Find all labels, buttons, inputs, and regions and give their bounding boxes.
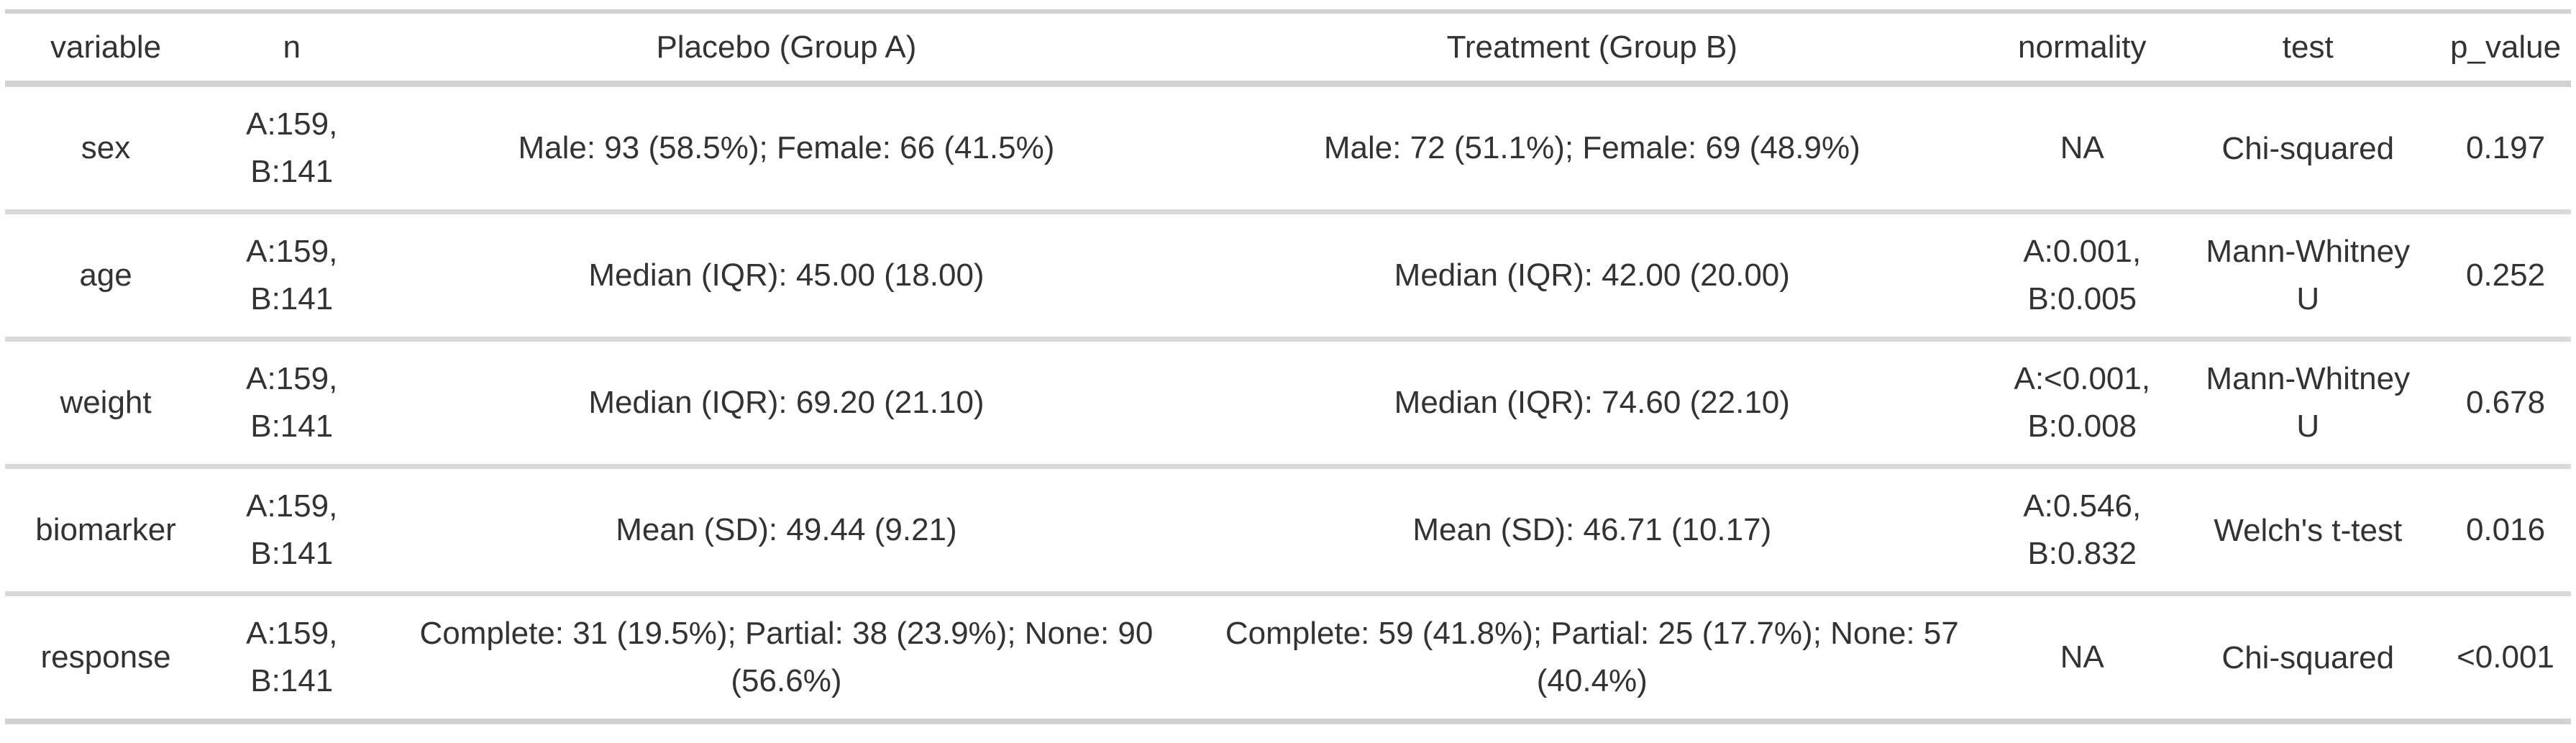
cell-n: A:159, B:141 xyxy=(206,339,378,469)
cell-n: A:159, B:141 xyxy=(206,593,378,724)
cell-placebo: Male: 93 (58.5%); Female: 66 (41.5%) xyxy=(377,83,1196,214)
cell-n: A:159, B:141 xyxy=(206,211,378,342)
cell-p-value: <0.001 xyxy=(2440,593,2571,724)
cell-test-label: Welch's t-test xyxy=(2214,513,2403,549)
cell-treatment: Complete: 59 (41.8%); Partial: 25 (17.7%… xyxy=(1195,593,1989,724)
table-row: response A:159, B:141 Complete: 31 (19.5… xyxy=(5,593,2571,724)
cell-variable: sex xyxy=(5,83,207,214)
cell-n: A:159, B:141 xyxy=(206,466,378,596)
cell-normality: NA xyxy=(1988,593,2176,724)
cell-normality: A:<0.001, B:0.008 xyxy=(1988,339,2176,469)
column-header-n: n xyxy=(206,12,378,87)
cell-placebo: Median (IQR): 45.00 (18.00) xyxy=(377,211,1196,342)
cell-placebo: Complete: 31 (19.5%); Partial: 38 (23.9%… xyxy=(377,593,1196,724)
cell-placebo: Mean (SD): 49.44 (9.21) xyxy=(377,466,1196,596)
cell-normality: NA xyxy=(1988,83,2176,214)
statistical-summary-table-container: variable n Placebo (Group A) Treatment (… xyxy=(5,9,2571,724)
cell-test: Chi-squared xyxy=(2175,83,2441,214)
cell-p-value: 0.678 xyxy=(2440,339,2571,469)
table-header: variable n Placebo (Group A) Treatment (… xyxy=(5,12,2571,87)
table-row: sex A:159, B:141 Male: 93 (58.5%); Femal… xyxy=(5,83,2571,214)
cell-p-value: 0.016 xyxy=(2440,466,2571,596)
cell-treatment: Mean (SD): 46.71 (10.17) xyxy=(1195,466,1989,596)
cell-treatment: Median (IQR): 42.00 (20.00) xyxy=(1195,211,1989,342)
cell-test-label: Mann-Whitney U xyxy=(2206,234,2411,316)
column-header-placebo: Placebo (Group A) xyxy=(377,12,1196,87)
cell-variable: biomarker xyxy=(5,466,207,596)
cell-placebo: Median (IQR): 69.20 (21.10) xyxy=(377,339,1196,469)
column-header-normality: normality xyxy=(1988,12,2176,87)
header-row: variable n Placebo (Group A) Treatment (… xyxy=(5,12,2571,87)
cell-treatment: Median (IQR): 74.60 (22.10) xyxy=(1195,339,1989,469)
cell-test: Mann-Whitney U xyxy=(2175,211,2441,342)
cell-test: Welch's t-test xyxy=(2175,466,2441,596)
cell-variable: age xyxy=(5,211,207,342)
column-header-test: test xyxy=(2175,12,2441,87)
table-row: biomarker A:159, B:141 Mean (SD): 49.44 … xyxy=(5,466,2571,596)
cell-test-label: Chi-squared xyxy=(2221,131,2395,167)
table-row: weight A:159, B:141 Median (IQR): 69.20 … xyxy=(5,339,2571,469)
cell-variable: weight xyxy=(5,339,207,469)
cell-test: Mann-Whitney U xyxy=(2175,339,2441,469)
statistical-summary-table: variable n Placebo (Group A) Treatment (… xyxy=(5,9,2571,724)
cell-normality: A:0.001, B:0.005 xyxy=(1988,211,2176,342)
table-row: age A:159, B:141 Median (IQR): 45.00 (18… xyxy=(5,211,2571,342)
cell-test-label: Chi-squared xyxy=(2221,640,2395,676)
cell-normality: A:0.546, B:0.832 xyxy=(1988,466,2176,596)
column-header-treatment: Treatment (Group B) xyxy=(1195,12,1989,87)
cell-n: A:159, B:141 xyxy=(206,83,378,214)
column-header-p-value: p_value xyxy=(2440,12,2571,87)
cell-variable: response xyxy=(5,593,207,724)
cell-test: Chi-squared xyxy=(2175,593,2441,724)
table-body: sex A:159, B:141 Male: 93 (58.5%); Femal… xyxy=(5,83,2571,724)
cell-test-label: Mann-Whitney U xyxy=(2206,361,2411,444)
cell-p-value: 0.197 xyxy=(2440,83,2571,214)
cell-p-value: 0.252 xyxy=(2440,211,2571,342)
cell-treatment: Male: 72 (51.1%); Female: 69 (48.9%) xyxy=(1195,83,1989,214)
column-header-variable: variable xyxy=(5,12,207,87)
